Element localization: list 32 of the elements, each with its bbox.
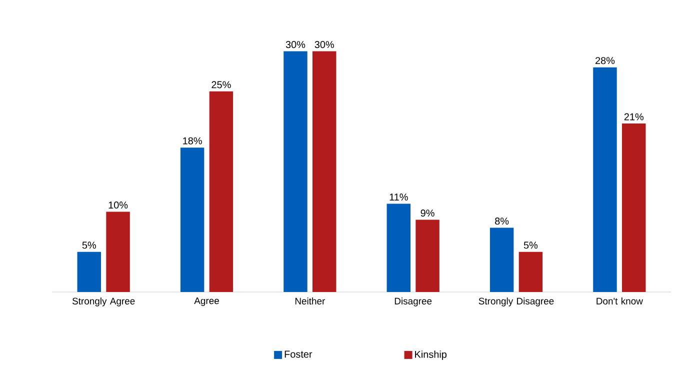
bar [518,252,543,292]
bar [209,91,234,292]
data-label: 9% [420,210,434,217]
bar [77,252,102,292]
x-tick-label: Strongly Disagree [478,298,554,306]
bar [386,204,411,292]
bar [490,228,514,292]
bar [622,124,646,292]
data-label: 21% [624,113,644,120]
legend-label: Foster [284,350,312,358]
data-label: 5% [82,242,96,249]
data-label: 28% [596,57,615,64]
x-tick-label: Don't know [596,298,643,304]
data-label: 30% [286,41,306,48]
bar [106,212,130,292]
bar [593,67,617,292]
data-label: 11% [390,194,408,201]
x-tick-label: Strongly Agree [72,298,135,306]
data-label: 30% [314,41,334,48]
data-label: 25% [212,81,231,88]
legend-label: Kinship [415,350,447,360]
x-tick-label: Disagree [394,298,432,306]
data-label: 5% [524,242,538,249]
bar [416,220,440,292]
bar [180,148,204,292]
x-tick-label: Neither [295,298,326,304]
bar [284,51,308,292]
data-label: 8% [495,218,509,225]
data-label: 10% [108,202,128,209]
data-label: 18% [183,137,202,144]
x-tick-label: Agree [194,298,219,306]
bar [312,51,336,292]
